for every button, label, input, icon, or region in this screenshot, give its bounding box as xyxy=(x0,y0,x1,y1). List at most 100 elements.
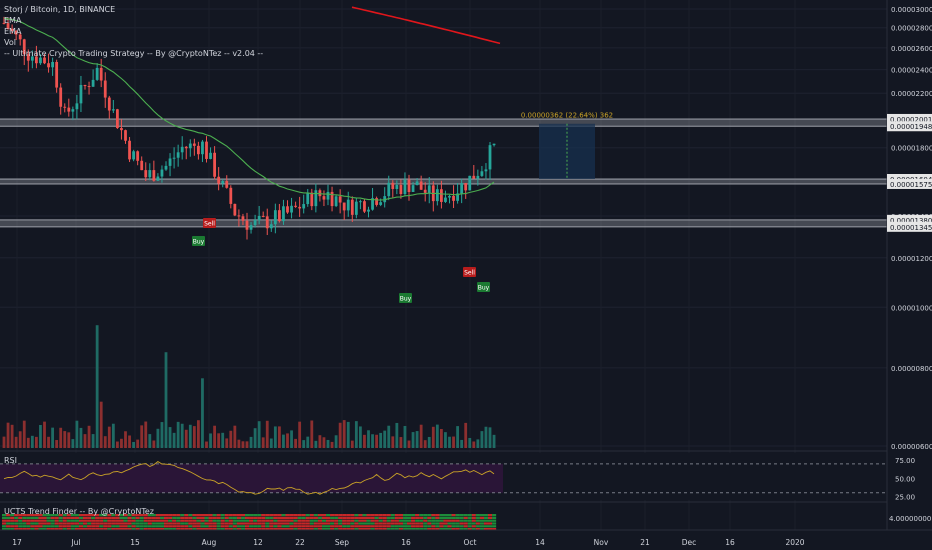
candle-body[interactable] xyxy=(99,67,103,81)
candle-body[interactable] xyxy=(39,57,42,64)
candle-body[interactable] xyxy=(294,205,297,207)
candle-body[interactable] xyxy=(156,176,160,181)
candle-body[interactable] xyxy=(383,196,387,203)
candle-body[interactable] xyxy=(314,190,318,207)
candle-body[interactable] xyxy=(302,204,306,209)
signal-buy[interactable] xyxy=(192,236,205,246)
candle-body[interactable] xyxy=(484,169,488,172)
candle-body[interactable] xyxy=(488,145,492,170)
candle-body[interactable] xyxy=(18,34,22,40)
candle-body[interactable] xyxy=(265,216,269,229)
candle-body[interactable] xyxy=(387,182,391,197)
candle-body[interactable] xyxy=(456,193,459,201)
candle-body[interactable] xyxy=(233,203,237,216)
candle-body[interactable] xyxy=(290,205,293,213)
candle-body[interactable] xyxy=(468,175,472,191)
candle-body[interactable] xyxy=(22,39,26,55)
candle-body[interactable] xyxy=(221,181,225,184)
candle-body[interactable] xyxy=(338,196,342,203)
candle-body[interactable] xyxy=(124,130,127,141)
candle-body[interactable] xyxy=(192,143,196,146)
candle-body[interactable] xyxy=(403,179,407,194)
indicator-ema-2[interactable]: EMA xyxy=(4,27,22,36)
candle-body[interactable] xyxy=(188,143,192,149)
candle-body[interactable] xyxy=(350,199,354,215)
candle-body[interactable] xyxy=(43,57,46,64)
candle-body[interactable] xyxy=(136,151,140,161)
candle-body[interactable] xyxy=(241,216,245,221)
candle-body[interactable] xyxy=(476,175,480,179)
candle-body[interactable] xyxy=(111,109,115,111)
candle-body[interactable] xyxy=(286,206,289,213)
ucts-title[interactable]: UCTS Trend Finder -- By @CryptoNTez xyxy=(4,507,154,516)
candle-body[interactable] xyxy=(326,191,330,200)
candle-body[interactable] xyxy=(176,152,180,158)
candle-body[interactable] xyxy=(269,224,273,229)
candle-body[interactable] xyxy=(464,183,468,191)
candle-body[interactable] xyxy=(342,202,346,211)
rsi-title[interactable]: RSI xyxy=(4,456,17,465)
candle-body[interactable] xyxy=(201,141,204,155)
candle-body[interactable] xyxy=(148,170,152,178)
candle-body[interactable] xyxy=(164,165,168,170)
candle-body[interactable] xyxy=(359,201,362,203)
candle-body[interactable] xyxy=(261,215,265,217)
candle-body[interactable] xyxy=(452,195,455,201)
candle-body[interactable] xyxy=(298,206,302,209)
candle-body[interactable] xyxy=(30,56,34,61)
rsi-line[interactable] xyxy=(3,460,495,495)
candle-body[interactable] xyxy=(184,146,188,149)
indicator-ucts[interactable]: -- Ultimate Crypto Trading Strategy -- B… xyxy=(4,49,264,58)
candle-body[interactable] xyxy=(205,141,208,159)
signal-sell[interactable] xyxy=(463,267,476,277)
candle-body[interactable] xyxy=(472,175,476,179)
candle-body[interactable] xyxy=(257,215,261,221)
candle-body[interactable] xyxy=(2,22,6,24)
candle-body[interactable] xyxy=(71,109,75,112)
candle-body[interactable] xyxy=(120,128,123,131)
candle-body[interactable] xyxy=(87,86,91,88)
candle-body[interactable] xyxy=(237,215,241,217)
candle-body[interactable] xyxy=(480,171,484,176)
candle-body[interactable] xyxy=(55,61,59,88)
candle-body[interactable] xyxy=(67,107,71,112)
candle-body[interactable] xyxy=(83,84,87,87)
candle-body[interactable] xyxy=(435,189,439,202)
candle-body[interactable] xyxy=(391,182,395,189)
candle-body[interactable] xyxy=(140,160,144,171)
candle-body[interactable] xyxy=(229,187,233,204)
symbol-title[interactable]: Storj / Bitcoin, 1D, BINANCE xyxy=(4,5,116,14)
candle-body[interactable] xyxy=(492,143,496,146)
candle-body[interactable] xyxy=(440,189,443,202)
candle-body[interactable] xyxy=(407,179,411,192)
candle-body[interactable] xyxy=(367,209,370,212)
candle-body[interactable] xyxy=(128,140,131,160)
candle-body[interactable] xyxy=(249,225,253,230)
candle-body[interactable] xyxy=(278,210,281,222)
candle-body[interactable] xyxy=(132,151,135,160)
candle-body[interactable] xyxy=(6,23,10,29)
candle-body[interactable] xyxy=(63,106,67,108)
indicator-ema-1[interactable]: EMA xyxy=(4,16,22,25)
candle-body[interactable] xyxy=(330,191,334,207)
signal-sell[interactable] xyxy=(203,218,216,228)
candle-body[interactable] xyxy=(399,185,403,194)
candle-body[interactable] xyxy=(253,220,257,226)
candle-body[interactable] xyxy=(209,152,212,159)
candle-body[interactable] xyxy=(346,199,350,211)
candle-body[interactable] xyxy=(375,198,378,205)
candle-body[interactable] xyxy=(334,196,338,207)
candle-body[interactable] xyxy=(197,145,200,155)
candle-body[interactable] xyxy=(10,28,14,31)
candle-body[interactable] xyxy=(411,185,415,192)
candle-body[interactable] xyxy=(306,192,310,205)
candle-body[interactable] xyxy=(419,181,423,190)
candle-body[interactable] xyxy=(172,157,176,159)
candle-body[interactable] xyxy=(217,176,221,184)
candle-body[interactable] xyxy=(322,196,326,200)
candle-body[interactable] xyxy=(395,185,399,189)
candle-body[interactable] xyxy=(423,189,427,193)
candle-body[interactable] xyxy=(415,181,419,186)
indicator-vol[interactable]: Vol xyxy=(4,38,16,47)
